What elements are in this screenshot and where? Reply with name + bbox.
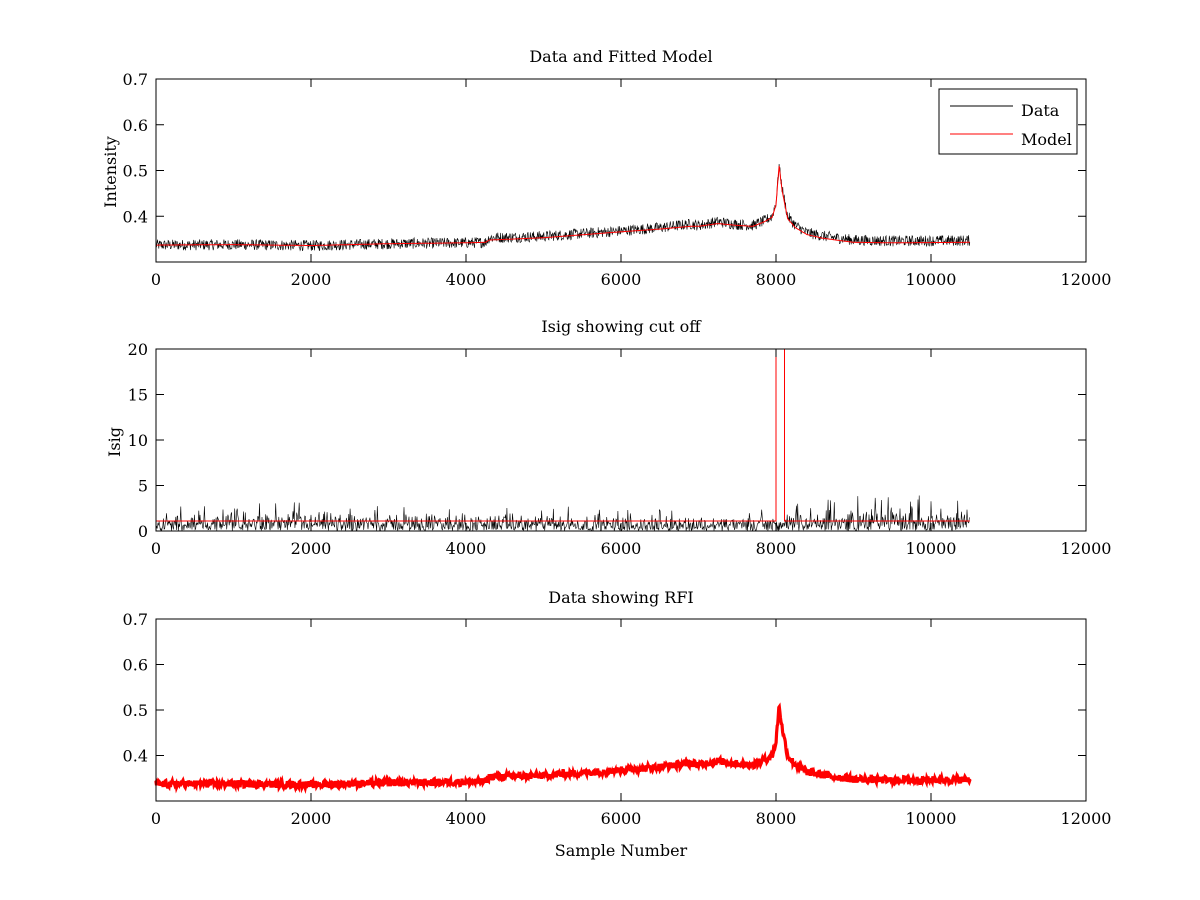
x-tick-label: 0 [151,539,161,558]
panel-data-and-fitted-model: Data and Fitted Model Intensity 0 2000 400… [101,47,1111,289]
panel-1-model-series [156,165,970,246]
panel-3-ticks: 0 2000 4000 6000 8000 10000 12000 0.4 0.5 0.6 0.7 [123,610,1112,828]
y-tick-label: 20 [128,340,148,359]
panel-2-noise-series [155,495,970,532]
x-tick-label: 6000 [601,539,642,558]
panel-3-rfi-markers [154,702,972,795]
legend-model-label: Model [1021,130,1072,149]
y-tick-label: 0.6 [123,116,148,135]
legend-box [938,88,1078,155]
x-tick-label: 4000 [446,270,487,289]
x-tick-label: 8000 [756,539,797,558]
y-tick-label: 0.7 [123,70,148,89]
y-tick-label: 5 [138,477,148,496]
panel-2-ticks: 0 2000 4000 6000 8000 10000 12000 0 5 10 15 20 [128,340,1112,558]
panel-3-rfi-series [154,702,972,795]
x-tick-label: 10000 [906,539,957,558]
panel-data-showing-rfi: Data showing RFI 0 2000 4000 6000 8000 10000 1… [123,588,1112,860]
panel-2-cutoff-series [156,348,970,522]
panel-2-axes-frame [155,348,1087,532]
x-tick-label: 2000 [291,270,332,289]
y-tick-label: 15 [128,386,148,405]
y-tick-label: 0.4 [123,747,148,766]
y-tick-label: 10 [128,431,148,450]
panel-isig-cut-off: Isig showing cut off Isig 0 2000 4000 6000 8… [105,317,1111,558]
x-tick-label: 2000 [291,539,332,558]
x-tick-label: 12000 [1061,539,1112,558]
y-tick-label: 0.5 [123,701,148,720]
y-tick-label: 0.7 [123,610,148,629]
x-tick-label: 4000 [446,809,487,828]
panel-2-isig-noise [155,495,970,532]
y-tick-label: 0.5 [123,162,148,181]
panel-1-ticks: 0 2000 4000 6000 8000 10000 12000 0.4 0.5 0.6 0.7 [123,70,1112,289]
x-tick-label: 12000 [1061,270,1112,289]
x-tick-label: 10000 [906,809,957,828]
x-tick-label: 2000 [291,809,332,828]
y-tick-label: 0 [138,522,148,541]
panel-1-legend: Data Model [938,88,1078,155]
x-tick-label: 8000 [756,270,797,289]
panel-3-xlabel: Sample Number [555,841,688,860]
panel-1-data-line [155,163,971,252]
x-tick-label: 6000 [601,270,642,289]
x-tick-label: 4000 [446,539,487,558]
x-tick-label: 8000 [756,809,797,828]
y-tick-label: 0.6 [123,656,148,675]
panel-3-title: Data showing RFI [548,588,693,607]
x-tick-label: 12000 [1061,809,1112,828]
panel-1-data-series [155,163,971,252]
y-tick-label: 0.4 [123,207,148,226]
panel-1-ylabel: Intensity [101,136,120,208]
panel-2-cutoff-line [156,348,970,522]
legend-data-label: Data [1021,101,1060,120]
x-tick-label: 0 [151,809,161,828]
x-tick-label: 0 [151,270,161,289]
panel-2-ylabel: Isig [105,427,124,457]
panel-2-title: Isig showing cut off [541,317,702,336]
x-tick-label: 10000 [906,270,957,289]
panel-1-model-line [156,165,970,246]
panel-1-title: Data and Fitted Model [529,47,712,66]
x-tick-label: 6000 [601,809,642,828]
